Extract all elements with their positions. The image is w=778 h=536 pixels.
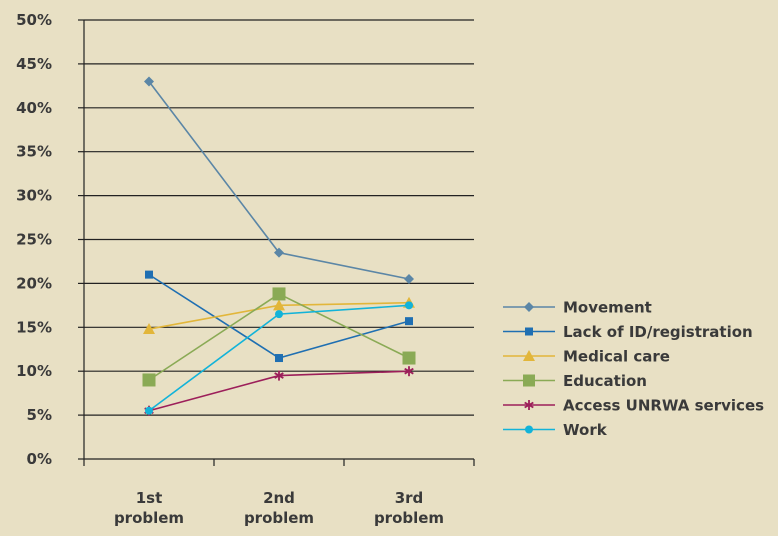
legend-marker: [523, 350, 535, 361]
data-point: [275, 310, 283, 319]
x-tick-label-line: problem: [374, 509, 444, 527]
x-tick-label: 3rd problem: [374, 489, 444, 527]
marker-stroke: [524, 401, 534, 409]
data-point: [145, 406, 153, 415]
data-point: [404, 366, 414, 377]
data-point: [272, 287, 286, 301]
legend-item: Work: [503, 421, 608, 439]
series-education: [142, 287, 416, 387]
series-lack-of-id-registration: [145, 270, 413, 363]
y-tick-label: 0%: [27, 450, 52, 468]
legend-item: Access UNRWA services: [503, 397, 764, 415]
axes: [83, 20, 474, 460]
legend-item: Medical care: [503, 348, 670, 366]
legend-marker: [525, 425, 533, 434]
y-tick-label: 20%: [16, 274, 52, 292]
data-point: [143, 323, 155, 335]
x-tick-label-line: 2nd: [263, 489, 295, 507]
legend-label: Education: [563, 372, 647, 390]
y-tick-label: 45%: [16, 55, 52, 73]
series-access-unrwa-services: [144, 366, 414, 416]
marker-stroke: [404, 367, 414, 375]
y-tick-label: 25%: [16, 231, 52, 249]
legend: Movement Lack of ID/registration Medical c…: [503, 299, 764, 439]
x-tick-label: 1st problem: [114, 489, 184, 527]
data-point: [275, 354, 283, 363]
legend-marker: [524, 302, 534, 312]
legend-marker: [525, 327, 533, 336]
marker-stroke: [274, 372, 284, 379]
x-tick-label-line: problem: [114, 509, 184, 527]
y-tick-label: 15%: [16, 318, 52, 336]
x-axis-ticks: 1st problem 2nd problem 3rd problem: [83, 459, 475, 527]
x-tick-label: 2nd problem: [244, 489, 314, 527]
data-point: [274, 247, 284, 258]
y-tick-label: 30%: [16, 187, 52, 205]
legend-marker: [523, 374, 535, 387]
x-tick-label-line: 3rd: [395, 489, 424, 507]
y-tick-label: 40%: [16, 99, 52, 117]
data-point: [144, 76, 154, 87]
y-tick-label: 35%: [16, 143, 52, 161]
legend-item: Education: [503, 372, 647, 390]
series-group: [142, 76, 416, 416]
series-work: [145, 301, 413, 415]
data-point: [142, 373, 156, 387]
data-point: [404, 274, 414, 285]
y-tick-label: 5%: [27, 406, 52, 424]
x-tick-label-line: problem: [244, 509, 314, 527]
y-axis-ticks: 0% 5% 10% 15% 20% 25% 30% 35% 40% 45% 50%: [16, 11, 84, 468]
data-point: [402, 351, 416, 365]
x-tick-label-line: 1st: [136, 489, 163, 507]
data-point: [273, 299, 285, 311]
legend-label: Medical care: [563, 348, 670, 366]
data-point: [405, 301, 413, 310]
legend-label: Movement: [563, 299, 652, 317]
legend-item: Lack of ID/registration: [503, 323, 753, 341]
legend-label: Access UNRWA services: [563, 397, 764, 415]
legend-item: Movement: [503, 299, 652, 317]
data-point: [145, 270, 153, 279]
legend-marker: [524, 400, 534, 410]
legend-label: Lack of ID/registration: [563, 323, 753, 341]
y-tick-label: 50%: [16, 11, 52, 29]
legend-label: Work: [563, 421, 608, 439]
data-point: [274, 370, 284, 381]
data-point: [405, 317, 413, 326]
series-movement: [144, 76, 414, 285]
y-tick-label: 10%: [16, 362, 52, 380]
